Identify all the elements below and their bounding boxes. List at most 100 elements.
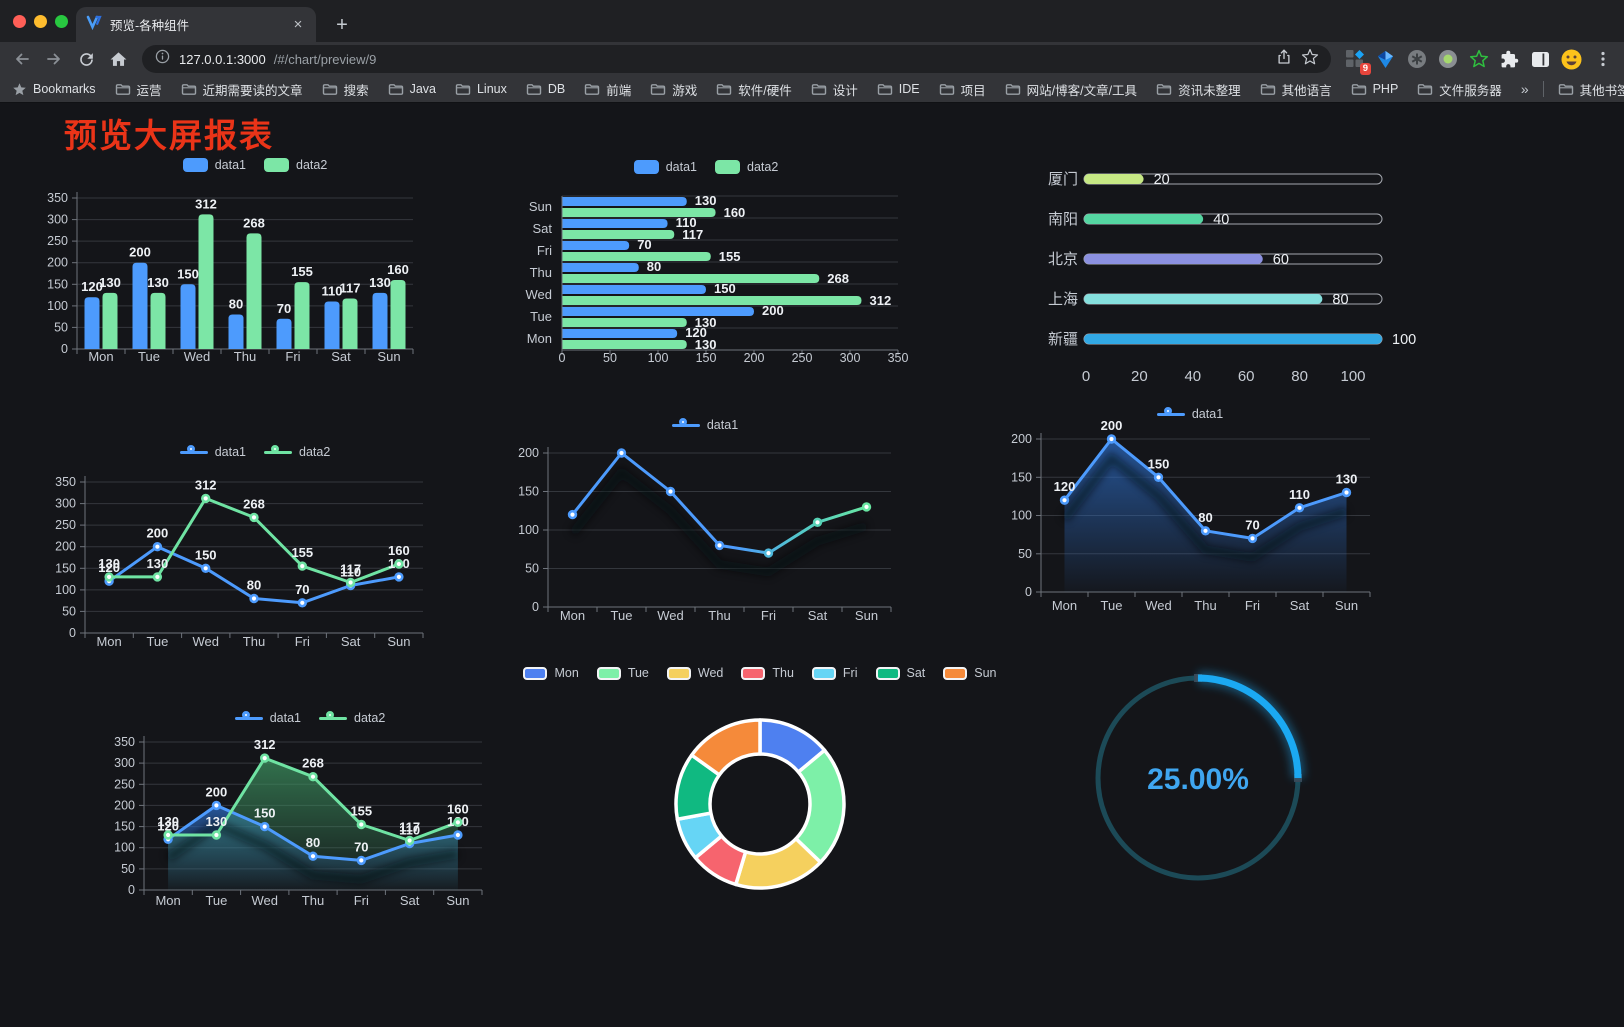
legend-item[interactable]: data1 xyxy=(234,711,301,725)
extension-green-dot-icon[interactable] xyxy=(1434,46,1461,73)
site-info-icon[interactable] xyxy=(154,48,171,70)
legend-item[interactable]: data2 xyxy=(715,160,778,174)
bookmark-folder[interactable]: 其他语言 xyxy=(1260,80,1332,99)
bookmark-folder[interactable]: 软件/硬件 xyxy=(716,80,792,99)
browser-menu-icon[interactable] xyxy=(1589,46,1616,73)
bookmark-folder[interactable]: Linux xyxy=(455,82,507,96)
bookmark-folder[interactable]: 文件服务器 xyxy=(1417,80,1502,99)
bookmark-folder[interactable]: 设计 xyxy=(811,80,858,99)
bookmark-folder[interactable]: 近期需要读的文章 xyxy=(181,80,303,99)
svg-text:Thu: Thu xyxy=(234,349,256,364)
legend-item[interactable]: Fri xyxy=(811,666,858,680)
url-path: /#/chart/preview/9 xyxy=(273,51,377,67)
svg-text:150: 150 xyxy=(518,485,539,499)
svg-text:70: 70 xyxy=(295,582,309,597)
other-bookmarks[interactable]: 其他书签 xyxy=(1558,80,1624,99)
window-close-button[interactable] xyxy=(13,15,26,28)
legend-item[interactable]: Sat xyxy=(875,666,925,680)
bookmark-folder[interactable]: PHP xyxy=(1351,82,1398,96)
legend-item[interactable]: Thu xyxy=(741,666,794,680)
svg-text:Thu: Thu xyxy=(243,634,265,649)
svg-text:0: 0 xyxy=(559,351,566,365)
svg-text:150: 150 xyxy=(55,561,76,575)
bookmark-folder[interactable]: Java xyxy=(388,82,436,96)
share-icon[interactable] xyxy=(1275,48,1293,71)
svg-text:Tue: Tue xyxy=(146,634,168,649)
legend-item[interactable]: data2 xyxy=(264,158,327,172)
svg-text:150: 150 xyxy=(177,266,199,281)
svg-text:Mon: Mon xyxy=(96,634,121,649)
svg-text:250: 250 xyxy=(55,518,76,532)
legend-item[interactable]: data1 xyxy=(182,158,246,172)
svg-text:0: 0 xyxy=(128,883,135,897)
extension-gray-circle-icon[interactable] xyxy=(1403,46,1430,73)
tab-close-icon[interactable]: × xyxy=(293,16,303,33)
bookmark-folder[interactable]: 项目 xyxy=(939,80,986,99)
bookmark-folder[interactable]: DB xyxy=(526,82,565,96)
chart-legend: Mon Tue Wed Thu Fri Sat Sun xyxy=(523,666,997,680)
emoji-extension-icon[interactable] xyxy=(1558,46,1585,73)
progress-chart-svg: 厦门 20 南阳 40 北京 60 上海 80 新疆 100 0 20 40 60 80 100 xyxy=(1048,171,1416,385)
side-panel-icon[interactable] xyxy=(1527,46,1554,73)
svg-text:Tue: Tue xyxy=(611,608,633,623)
svg-text:60: 60 xyxy=(1273,252,1289,268)
chart-gauge: 25.00% xyxy=(1080,660,1316,900)
bookmark-folder[interactable]: 运营 xyxy=(115,80,162,99)
legend-item[interactable]: data1 xyxy=(179,445,246,459)
extension-green-star-icon[interactable] xyxy=(1465,46,1492,73)
home-button[interactable] xyxy=(104,45,132,73)
address-bar[interactable]: 127.0.0.1:3000 /#/chart/preview/9 xyxy=(142,45,1331,73)
legend-item[interactable]: data2 xyxy=(319,711,385,725)
svg-text:Mon: Mon xyxy=(527,331,552,346)
svg-text:130: 130 xyxy=(157,814,179,829)
svg-text:80: 80 xyxy=(647,259,661,274)
browser-tab[interactable]: 预览-各种组件 × xyxy=(76,7,316,42)
chart-legend: data1 xyxy=(985,407,1395,421)
back-button[interactable] xyxy=(8,45,36,73)
svg-text:0: 0 xyxy=(61,342,68,356)
legend-item[interactable]: Mon xyxy=(523,666,579,680)
svg-text:Mon: Mon xyxy=(88,349,113,364)
bookmark-folder[interactable]: 搜索 xyxy=(322,80,369,99)
svg-text:25.00%: 25.00% xyxy=(1147,763,1249,796)
svg-text:200: 200 xyxy=(518,446,539,460)
svg-text:130: 130 xyxy=(695,337,717,352)
svg-text:Fri: Fri xyxy=(537,243,552,258)
new-tab-button[interactable]: + xyxy=(336,13,348,36)
bookmark-folder[interactable]: 资讯未整理 xyxy=(1156,80,1241,99)
legend-item[interactable]: data1 xyxy=(633,160,697,174)
bookmarks-separator xyxy=(1542,81,1544,97)
svg-text:Tue: Tue xyxy=(205,893,227,908)
forward-button[interactable] xyxy=(40,45,68,73)
svg-text:0: 0 xyxy=(532,600,539,614)
bookmarks-root[interactable]: Bookmarks xyxy=(12,82,96,97)
legend-item[interactable]: Wed xyxy=(666,666,723,680)
bookmark-star-icon[interactable] xyxy=(1301,48,1319,71)
legend-item[interactable]: Sun xyxy=(943,666,997,680)
reload-button[interactable] xyxy=(72,45,100,73)
bookmark-folder[interactable]: 网站/博客/文章/工具 xyxy=(1005,80,1137,99)
svg-text:Tue: Tue xyxy=(530,309,552,324)
bookmarks-overflow-button[interactable]: » xyxy=(1520,81,1529,97)
legend-item[interactable]: data2 xyxy=(264,445,330,459)
legend-item[interactable]: data1 xyxy=(671,418,738,432)
svg-text:120: 120 xyxy=(98,560,120,575)
legend-item[interactable]: Tue xyxy=(596,666,649,680)
bookmark-folder[interactable]: IDE xyxy=(877,82,920,96)
svg-text:70: 70 xyxy=(637,237,651,252)
extension-grid-icon[interactable]: 9 xyxy=(1341,46,1371,75)
window-minimize-button[interactable] xyxy=(34,15,47,28)
svg-text:70: 70 xyxy=(354,839,368,854)
svg-text:130: 130 xyxy=(1336,472,1358,487)
svg-text:40: 40 xyxy=(1213,212,1229,228)
bookmark-folder[interactable]: 前端 xyxy=(584,80,631,99)
bookmark-folder[interactable]: 游戏 xyxy=(650,80,697,99)
svg-text:Sat: Sat xyxy=(808,608,828,623)
extension-kite-icon[interactable] xyxy=(1372,46,1399,73)
svg-text:120: 120 xyxy=(81,279,103,294)
window-zoom-button[interactable] xyxy=(55,15,68,28)
svg-text:300: 300 xyxy=(47,213,68,227)
extensions-puzzle-icon[interactable] xyxy=(1496,46,1523,73)
legend-item[interactable]: data1 xyxy=(1156,407,1223,421)
